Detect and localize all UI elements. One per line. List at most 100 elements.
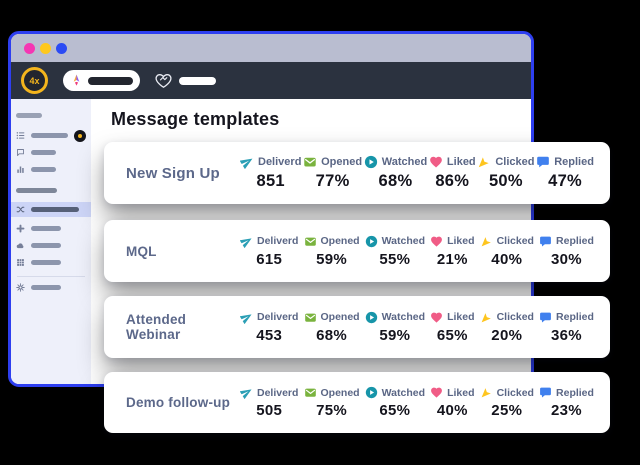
app-top-bar: 4x (11, 62, 531, 99)
gear-icon (16, 283, 25, 292)
template-name: MQL (126, 243, 157, 259)
stat-value: 86% (435, 172, 470, 190)
sidebar-logo-placeholder (11, 109, 91, 122)
stat-delivered: Deliverd 851 (240, 155, 301, 191)
envelope-open-icon (304, 311, 317, 324)
stat-liked: Liked 65% (430, 311, 475, 344)
template-row-attended-webinar[interactable]: Attended Webinar Deliverd 453 Opened 68%… (104, 296, 610, 358)
stat-liked: Liked 21% (430, 235, 475, 268)
stat-label: Watched (381, 386, 426, 399)
sidebar-item-settings[interactable] (11, 281, 91, 294)
account-badge[interactable]: 4x (21, 67, 48, 94)
stat-opened: Opened 77% (303, 155, 362, 191)
send-icon (240, 155, 254, 169)
stat-clicked: Clicked 50% (477, 155, 535, 191)
stat-label: Replied (556, 386, 594, 399)
stat-watched: Watched 65% (365, 386, 425, 419)
stat-value: 77% (315, 172, 350, 190)
stat-replied: Replied 30% (539, 235, 594, 268)
stat-value: 23% (551, 402, 582, 419)
stat-value: 20% (491, 326, 523, 344)
envelope-open-icon (304, 235, 317, 248)
rocket-icon (70, 74, 83, 87)
stats-row: Deliverd 505 Opened 75% Watched 65% Like… (240, 386, 594, 419)
stat-value: 40% (491, 250, 523, 268)
stat-watched: Watched 68% (364, 155, 427, 191)
pill-text-placeholder (88, 76, 133, 85)
sidebar-item-inbox[interactable] (11, 129, 91, 142)
stat-label: Deliverd (258, 156, 302, 168)
chat-bubble-icon (539, 311, 552, 324)
shuffle-icon (16, 205, 25, 214)
stat-replied: Replied 47% (536, 155, 594, 191)
template-name: New Sign Up (126, 164, 220, 182)
envelope-open-icon (304, 386, 317, 399)
stat-label: Replied (556, 311, 594, 323)
stat-value: 59% (379, 326, 411, 344)
heart-hands-icon (154, 71, 173, 90)
nav-text-placeholder (179, 76, 216, 85)
grid-icon (16, 258, 25, 267)
cursor-click-icon (480, 386, 493, 399)
template-row-demo-follow-up[interactable]: Demo follow-up Deliverd 505 Opened 75% W… (104, 372, 610, 433)
heart-icon (430, 235, 443, 248)
sidebar-item-integrations[interactable] (11, 222, 91, 235)
cursor-click-icon (480, 311, 493, 324)
template-name: Demo follow-up (126, 395, 231, 410)
chat-bubble-icon (539, 235, 552, 248)
favorites-nav-item[interactable] (154, 71, 216, 90)
stat-value: 40% (436, 402, 468, 419)
stat-liked: Liked 86% (429, 155, 476, 191)
stat-value: 615 (256, 250, 283, 268)
stat-replied: Replied 23% (539, 386, 594, 419)
sidebar-item-automations-selected[interactable] (11, 202, 91, 217)
window-control-maximize[interactable] (56, 42, 67, 54)
stat-label: Opened (320, 311, 360, 323)
send-icon (240, 386, 253, 399)
stat-replied: Replied 36% (539, 311, 594, 344)
stat-label: Opened (321, 156, 363, 168)
window-control-close[interactable] (24, 42, 35, 54)
stats-row: Deliverd 453 Opened 68% Watched 59% Like… (240, 311, 594, 344)
stat-value: 453 (256, 326, 283, 344)
heart-icon (429, 155, 443, 169)
stat-label: Watched (381, 235, 426, 247)
stat-label: Deliverd (257, 386, 299, 399)
template-row-mql[interactable]: MQL Deliverd 615 Opened 59% Watched 55% … (104, 220, 610, 282)
stat-value: 25% (491, 402, 523, 419)
stat-label: Clicked (496, 235, 534, 247)
sidebar-item-storage[interactable] (11, 239, 91, 252)
sidebar-item-reports[interactable] (11, 163, 91, 176)
stat-label: Liked (446, 156, 476, 168)
app-switcher-pill[interactable] (63, 70, 140, 91)
stat-delivered: Deliverd 615 (240, 235, 298, 268)
heart-icon (430, 311, 443, 324)
stat-value: 505 (256, 402, 283, 419)
stat-label: Clicked (495, 156, 535, 168)
window-titlebar (11, 34, 531, 62)
template-row-new-sign-up[interactable]: New Sign Up Deliverd 851 Opened 77% Watc… (104, 142, 610, 204)
stat-opened: Opened 68% (304, 311, 360, 344)
sidebar-item-apps[interactable] (11, 256, 91, 269)
chat-icon (16, 148, 25, 157)
stat-value: 65% (379, 402, 411, 419)
envelope-open-icon (303, 155, 317, 169)
stat-label: Replied (556, 235, 594, 247)
play-circle-icon (364, 155, 378, 169)
stat-clicked: Clicked 25% (480, 386, 534, 419)
stat-label: Clicked (496, 311, 534, 323)
play-circle-icon (365, 311, 378, 324)
window-control-minimize[interactable] (40, 42, 51, 54)
cursor-click-icon (480, 235, 493, 248)
cloud-icon (16, 241, 25, 250)
sidebar-item-conversations[interactable] (11, 146, 91, 159)
send-icon (240, 311, 253, 324)
stat-label: Clicked (496, 386, 534, 399)
stat-watched: Watched 55% (365, 235, 425, 268)
play-circle-icon (365, 235, 378, 248)
stat-watched: Watched 59% (365, 311, 425, 344)
stat-label: Deliverd (257, 311, 299, 323)
plus-icon (16, 224, 25, 233)
stats-row: Deliverd 615 Opened 59% Watched 55% Like… (240, 235, 594, 268)
list-icon (16, 131, 25, 140)
